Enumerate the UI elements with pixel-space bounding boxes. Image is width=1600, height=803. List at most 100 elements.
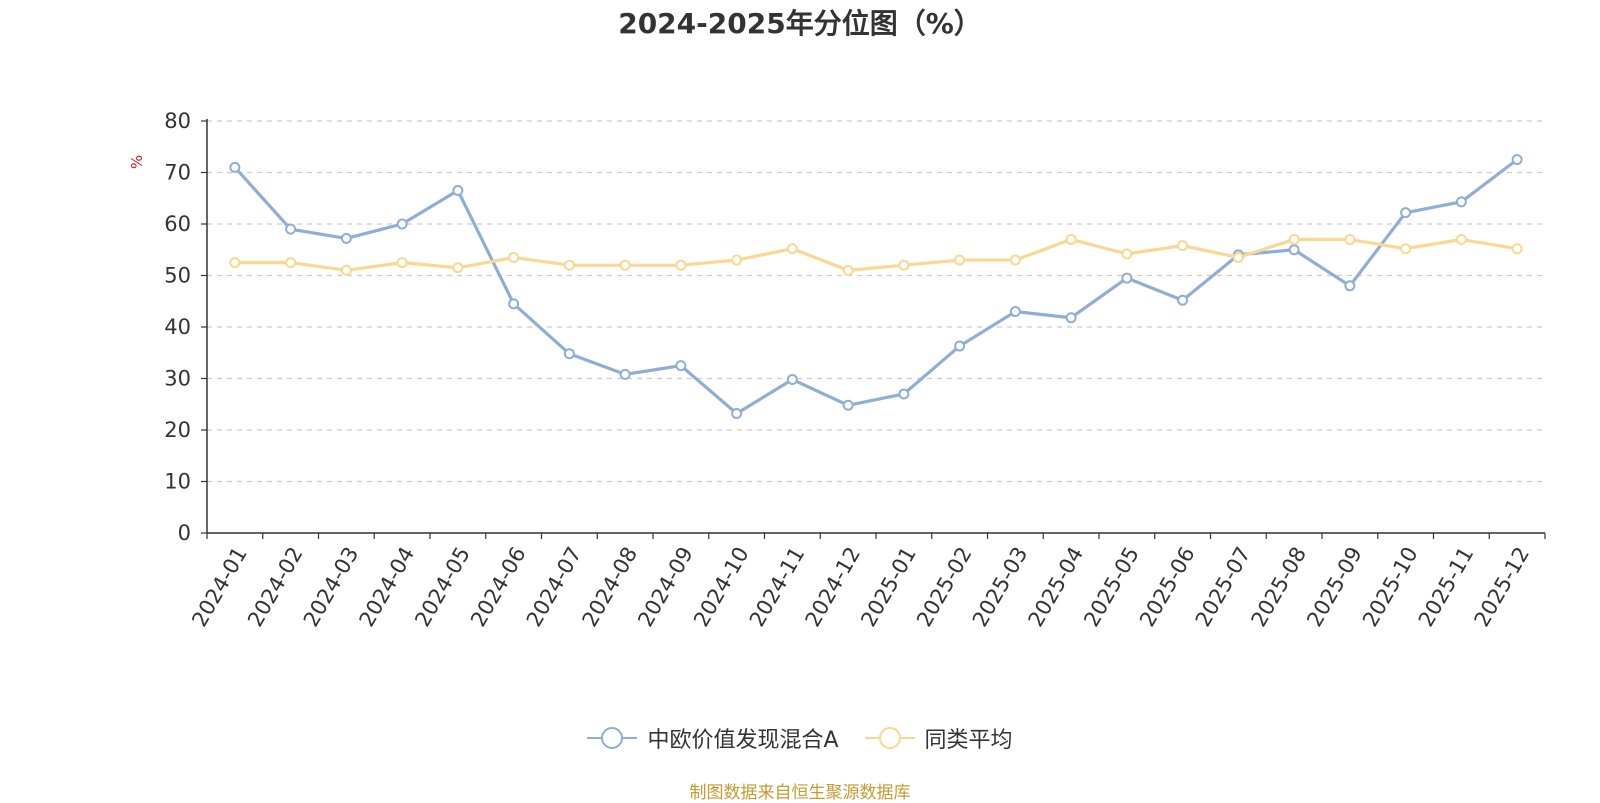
data-point[interactable] [229,257,241,269]
series-0 [229,154,1523,420]
data-point[interactable] [842,399,854,411]
y-tick-label: 80 [164,109,191,133]
x-tick-label: 2024-01 [187,543,252,631]
data-point[interactable] [1455,233,1467,245]
data-point[interactable] [285,223,297,235]
data-point[interactable] [619,368,631,380]
legend-label-peer-average: 同类平均 [924,728,1013,753]
data-point[interactable] [452,185,464,197]
series-line [233,158,1519,416]
y-tick-label: 10 [164,470,191,494]
x-tick-label: 2025-04 [1024,543,1089,631]
legend: 中欧价值发现混合A 同类平均 [0,722,1600,754]
x-tick-label: 2025-07 [1191,543,1256,631]
data-point[interactable] [786,243,798,255]
data-point[interactable] [1121,248,1133,260]
x-tick-label: 2025-12 [1470,543,1535,631]
data-point[interactable] [1455,196,1467,208]
data-point[interactable] [1344,233,1356,245]
data-point[interactable] [229,161,241,173]
y-tick-label: 0 [178,521,191,545]
x-tick-label: 2025-06 [1135,543,1200,631]
x-tick-label: 2024-12 [801,543,866,631]
x-tick-labels: 2024-012024-022024-032024-042024-052024-… [187,543,1534,631]
x-tick-label: 2024-06 [466,543,531,631]
legend-item-fund[interactable]: 中欧价值发现混合A [587,722,839,754]
x-tick-label: 2024-09 [633,543,698,631]
y-axis-unit-label: % [128,155,146,169]
x-tick-label: 2025-05 [1079,543,1144,631]
data-point[interactable] [675,259,687,271]
data-point[interactable] [1009,306,1021,318]
y-tick-label: 20 [164,418,191,442]
data-point[interactable] [1511,154,1523,166]
data-point[interactable] [1177,294,1189,306]
data-point[interactable] [731,254,743,266]
legend-label-fund: 中欧价值发现混合A [647,728,839,753]
x-tick-label: 2024-11 [745,543,810,631]
series [229,154,1523,420]
data-point[interactable] [1232,251,1244,263]
data-point[interactable] [340,264,352,276]
data-point[interactable] [1121,272,1133,284]
data-point[interactable] [396,257,408,269]
data-point[interactable] [1288,244,1300,256]
y-tick-label: 50 [164,264,191,288]
series-line [234,237,1518,272]
data-source-note: 制图数据来自恒生聚源数据库 [689,783,911,803]
data-point[interactable] [954,340,966,352]
x-tick-label: 2024-03 [299,543,364,631]
y-tick-labels: 0 10 20 30 40 50 60 70 80 [164,109,191,545]
data-point[interactable] [898,388,910,400]
x-tick-label: 2025-01 [856,543,921,631]
x-tick-label: 2024-08 [578,543,643,631]
data-point[interactable] [452,262,464,274]
legend-item-peer-average[interactable]: 同类平均 [864,722,1013,754]
data-point[interactable] [1009,254,1021,266]
data-point[interactable] [1400,243,1412,255]
data-point[interactable] [508,251,520,263]
data-point[interactable] [1065,233,1077,245]
data-point[interactable] [898,259,910,271]
x-tick-label: 2025-10 [1358,543,1423,631]
x-tick-label: 2025-09 [1302,543,1367,631]
data-point[interactable] [340,232,352,244]
data-point[interactable] [1177,240,1189,252]
data-point[interactable] [563,348,575,360]
x-tick-label: 2025-02 [912,543,977,631]
y-tick-label: 60 [164,212,191,236]
series-1 [229,233,1523,276]
legend-line-circle-icon [864,727,915,749]
x-tick-label: 2024-02 [243,543,308,631]
x-tick-label: 2024-10 [689,543,754,631]
data-point[interactable] [954,254,966,266]
y-tick-label: 30 [164,367,191,391]
data-point[interactable] [563,259,575,271]
legend-line-circle-icon [587,727,638,749]
data-point[interactable] [786,374,798,386]
y-tick-label: 70 [164,161,191,185]
data-point[interactable] [842,264,854,276]
x-tick-label: 2025-08 [1247,543,1312,631]
x-tick-label: 2025-11 [1414,543,1479,631]
data-point[interactable] [619,259,631,271]
data-point[interactable] [1288,233,1300,245]
data-point[interactable] [731,408,743,420]
data-point[interactable] [396,218,408,230]
data-point[interactable] [675,360,687,372]
data-point[interactable] [285,257,297,269]
chart-title: 2024-2025年分位图（%） [618,7,982,40]
y-tick-label: 40 [164,315,191,339]
data-point[interactable] [508,298,520,310]
axes [201,119,1546,539]
x-tick-label: 2024-04 [355,543,420,631]
data-point[interactable] [1511,243,1523,255]
grid-lines [207,120,1545,483]
data-point[interactable] [1065,312,1077,324]
data-point[interactable] [1344,280,1356,292]
x-tick-label: 2025-03 [968,543,1033,631]
x-tick-label: 2024-05 [410,543,475,631]
data-point[interactable] [1400,207,1412,219]
x-tick-label: 2024-07 [522,543,587,631]
